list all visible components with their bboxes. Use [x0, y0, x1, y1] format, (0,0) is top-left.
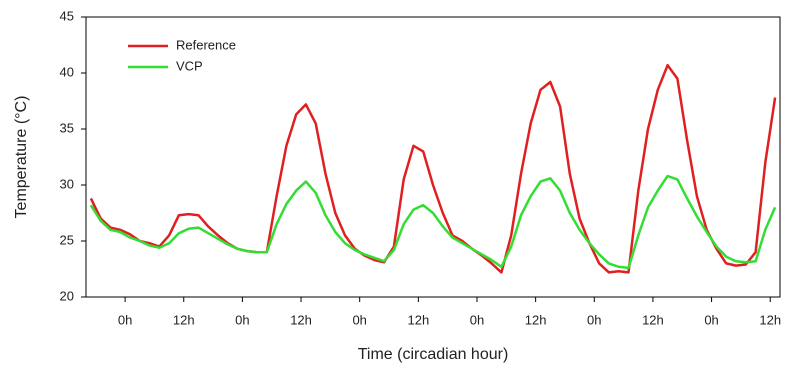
x-tick-label: 0h — [704, 312, 718, 327]
x-tick-label: 0h — [235, 312, 249, 327]
legend-label: Reference — [176, 37, 236, 52]
x-tick-label: 12h — [525, 312, 547, 327]
x-tick-label: 12h — [759, 312, 781, 327]
x-tick-label: 0h — [118, 312, 132, 327]
y-tick-label: 45 — [60, 8, 74, 23]
y-tick-label: 30 — [60, 176, 74, 191]
y-tick-label: 40 — [60, 64, 74, 79]
y-tick-label: 35 — [60, 120, 74, 135]
plot-frame — [85, 16, 781, 298]
y-tick-label: 25 — [60, 232, 74, 247]
x-tick-label: 0h — [352, 312, 366, 327]
x-tick-label: 12h — [642, 312, 664, 327]
legend-label: VCP — [176, 58, 203, 73]
x-tick-label: 12h — [407, 312, 429, 327]
x-tick-label: 12h — [290, 312, 312, 327]
line-series — [89, 63, 777, 274]
x-tick-label: 0h — [587, 312, 601, 327]
x-axis-label: Time (circadian hour) — [358, 346, 509, 363]
y-tick-label: 20 — [60, 288, 74, 303]
y-axis-label: Temperature (°C) — [13, 96, 30, 219]
x-tick-label: 12h — [173, 312, 195, 327]
line-series — [89, 174, 777, 270]
x-tick-label: 0h — [470, 312, 484, 327]
